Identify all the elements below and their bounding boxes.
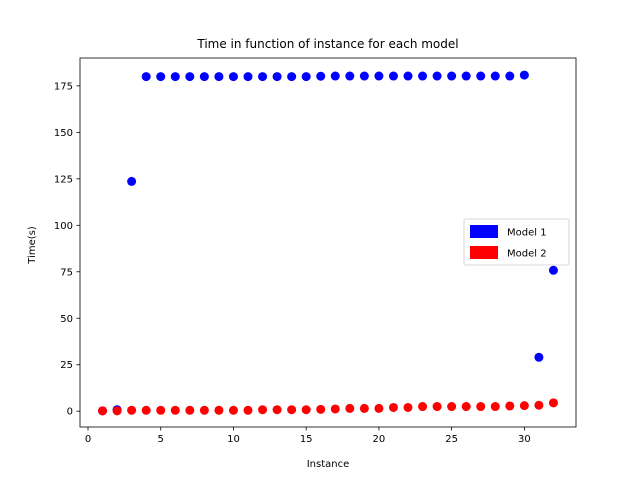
point-series-2: [98, 406, 108, 416]
point-series-1: [490, 71, 500, 81]
y-tick-label: 175: [54, 81, 73, 92]
point-series-1: [272, 72, 282, 82]
point-series-1: [447, 71, 457, 81]
point-series-1: [170, 72, 180, 82]
x-tick-label: 5: [158, 434, 164, 445]
point-series-2: [156, 405, 166, 415]
plot-area: 0 5 10 15 20 25 30 0 25 50 75 100 125 150 175 Model 1 Mo…: [54, 57, 577, 445]
point-series-2: [534, 400, 544, 410]
point-series-2: [287, 405, 297, 415]
point-series-1: [228, 72, 238, 82]
point-series-1: [301, 72, 311, 82]
y-tick-label: 75: [60, 267, 73, 278]
point-series-1: [534, 352, 544, 362]
point-series-2: [476, 402, 486, 412]
point-series-2: [127, 405, 137, 415]
legend-swatch-1: [470, 225, 498, 238]
legend-label-1: Model 1: [507, 228, 547, 239]
point-series-1: [243, 72, 253, 82]
point-series-2: [505, 401, 515, 411]
legend-label-2: Model 2: [507, 249, 547, 260]
point-series-1: [476, 71, 486, 81]
point-series-2: [447, 402, 457, 412]
point-series-2: [330, 404, 340, 414]
point-series-1: [548, 265, 558, 275]
point-series-2: [185, 405, 195, 415]
point-series-2: [490, 402, 500, 412]
x-tick-label: 30: [518, 434, 531, 445]
x-tick-label: 0: [85, 434, 91, 445]
point-series-1: [185, 72, 195, 82]
point-series-2: [345, 403, 355, 413]
point-series-2: [141, 405, 151, 415]
y-tick-label: 125: [54, 174, 73, 185]
axes-frame: [79, 57, 577, 428]
point-series-2: [199, 405, 209, 415]
point-series-1: [127, 176, 137, 186]
point-series-2: [548, 398, 558, 408]
point-series-2: [432, 402, 442, 412]
y-tick-label: 50: [60, 314, 73, 325]
point-series-1: [418, 71, 428, 81]
legend-swatch-2: [470, 246, 498, 259]
point-series-2: [403, 402, 413, 412]
x-tick-label: 15: [300, 434, 313, 445]
point-series-2: [359, 403, 369, 413]
point-series-2: [272, 405, 282, 415]
point-series-2: [461, 402, 471, 412]
point-series-1: [214, 72, 224, 82]
point-series-2: [519, 401, 529, 411]
point-series-2: [243, 405, 253, 415]
point-series-1: [141, 72, 151, 82]
y-tick-label: 100: [54, 221, 73, 232]
x-axis-title: Instance: [307, 459, 350, 470]
point-series-2: [258, 405, 268, 415]
point-series-1: [330, 71, 340, 81]
point-series-2: [301, 405, 311, 415]
point-series-1: [287, 72, 297, 82]
point-series-1: [388, 71, 398, 81]
y-tick-label: 25: [60, 360, 73, 371]
point-series-2: [388, 402, 398, 412]
point-series-2: [316, 404, 326, 414]
x-tick-label: 10: [227, 434, 240, 445]
x-tick-label: 25: [445, 434, 458, 445]
point-series-1: [519, 70, 529, 80]
point-series-1: [199, 72, 209, 82]
x-tick-label: 20: [373, 434, 386, 445]
point-series-2: [112, 406, 122, 416]
point-series-1: [374, 71, 384, 81]
point-series-1: [316, 71, 326, 81]
point-series-2: [214, 405, 224, 415]
point-series-1: [156, 72, 166, 82]
point-series-2: [374, 403, 384, 413]
point-series-1: [359, 71, 369, 81]
point-series-1: [403, 71, 413, 81]
y-tick-label: 0: [67, 407, 73, 418]
y-axis-title: Time(s): [27, 226, 38, 265]
chart-title: Time in function of instance for each mo…: [196, 37, 458, 51]
point-series-1: [432, 71, 442, 81]
point-series-2: [228, 405, 238, 415]
point-series-1: [345, 71, 355, 81]
point-series-1: [258, 72, 268, 82]
point-series-2: [170, 405, 180, 415]
y-tick-label: 150: [54, 128, 73, 139]
point-series-1: [505, 71, 515, 81]
point-series-2: [418, 402, 428, 412]
point-series-1: [461, 71, 471, 81]
